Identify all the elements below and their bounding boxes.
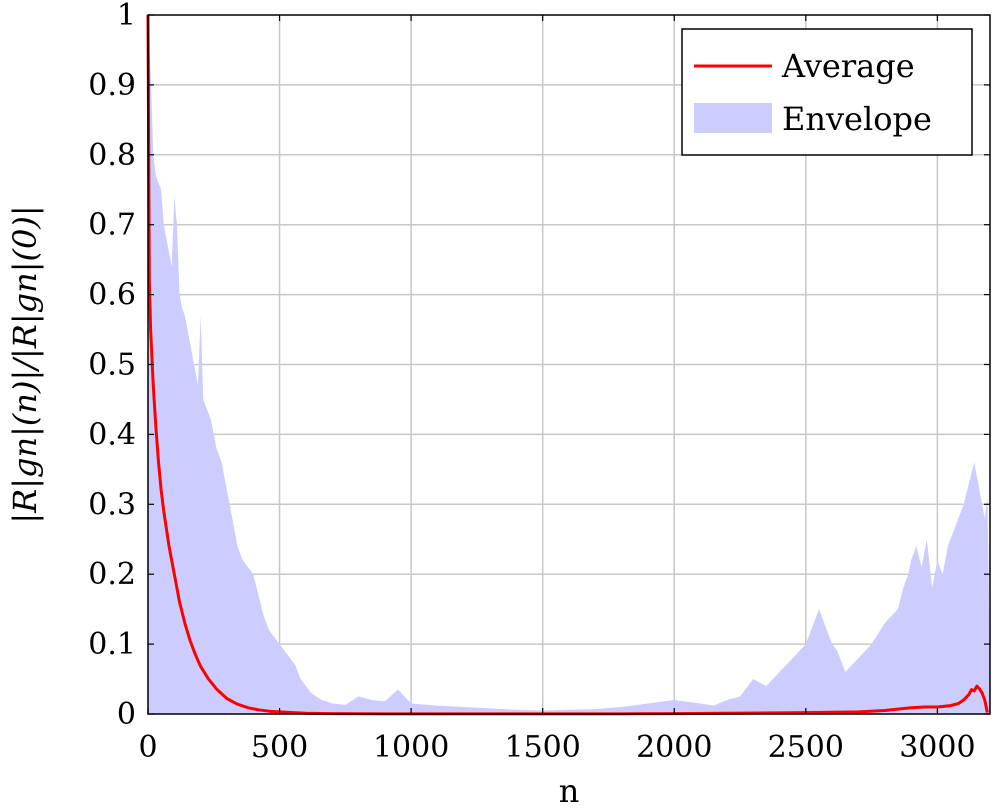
y-tick-label-10: 1 [117,0,136,33]
x-tick-label-5: 2500 [768,730,844,765]
x-tick-label-6: 3000 [899,730,975,765]
y-tick-label-7: 0.7 [88,208,136,243]
envelope-area [148,15,990,714]
legend: Average Envelope [681,28,973,156]
y-tick-label-0: 0 [117,697,136,732]
y-axis-title: |R|gn|(n)|/|R|gn|(0)| [6,205,44,523]
y-tick-label-9: 0.9 [88,68,136,103]
y-tick-label-1: 0.1 [88,627,136,662]
x-tick-label-3: 1500 [505,730,581,765]
envelope-layer [148,15,990,714]
y-tick-label-4: 0.4 [88,417,136,452]
legend-envelope-label: Envelope [782,100,932,138]
y-tick-label-6: 0.6 [88,278,136,313]
y-tick-label-2: 0.2 [88,557,136,592]
y-tick-label-3: 0.3 [88,487,136,522]
x-axis-title: n [559,772,580,810]
x-tick-label-2: 1000 [373,730,449,765]
x-ticks: 0 500 1000 1500 2000 2500 3000 [138,15,976,765]
y-tick-label-5: 0.5 [88,348,136,383]
y-tick-label-8: 0.8 [88,138,136,173]
x-tick-label-1: 500 [251,730,308,765]
legend-envelope-swatch [694,103,772,133]
x-tick-label-4: 2000 [636,730,712,765]
y-ticks: 0 0.1 0.2 0.3 0.4 0.5 0.6 0.7 0.8 0.9 1 [88,0,990,732]
legend-average-label: Average [781,47,915,85]
x-tick-label-0: 0 [138,730,157,765]
legend-box [681,28,973,156]
